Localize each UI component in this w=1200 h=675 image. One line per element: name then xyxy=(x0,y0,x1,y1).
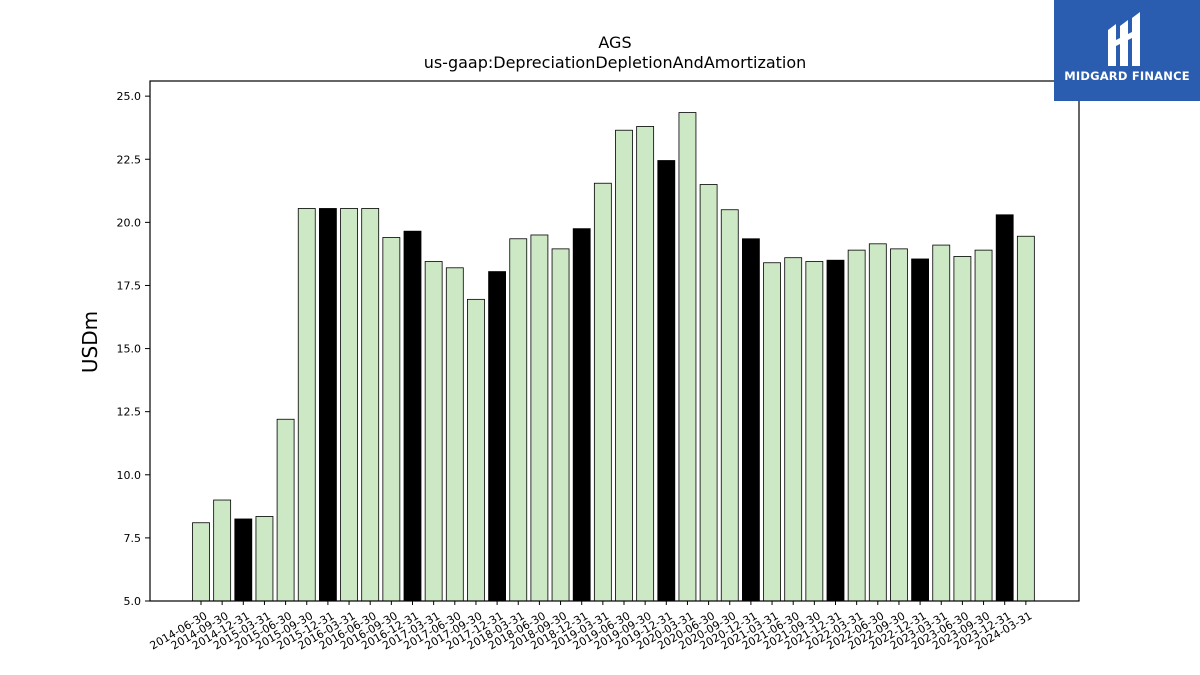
y-tick-label: 22.5 xyxy=(117,153,142,166)
bar-2023-12-31 xyxy=(995,214,1014,602)
bar-2016-12-31 xyxy=(403,230,422,602)
bar-2021-06-30 xyxy=(784,257,803,602)
bar-2022-09-30 xyxy=(890,248,908,602)
bar-2016-03-31 xyxy=(340,208,358,602)
bar-2014-09-30 xyxy=(213,499,232,602)
bar-2018-09-30 xyxy=(551,248,570,602)
bar-2014-12-31 xyxy=(234,518,253,602)
bar-2015-03-31 xyxy=(255,516,274,602)
bar-2018-06-30 xyxy=(530,234,549,602)
brand-name: MIDGARD FINANCE xyxy=(1064,69,1190,83)
bar-2016-09-30 xyxy=(382,237,401,602)
x-axis-ticks: 2014-06-302014-09-302014-12-312015-03-31… xyxy=(148,601,1034,652)
bar-2015-09-30 xyxy=(297,208,316,602)
y-tick-label: 15.0 xyxy=(117,343,142,356)
bar-2023-03-31 xyxy=(932,244,951,602)
bar-2019-09-30 xyxy=(636,126,655,602)
bar-2014-06-30 xyxy=(192,522,210,602)
y-tick-label: 17.5 xyxy=(117,279,142,292)
bar-2020-03-31 xyxy=(678,112,697,602)
bar-2019-06-30 xyxy=(615,129,633,602)
bar-2021-09-30 xyxy=(805,261,824,602)
y-axis-label: USDm xyxy=(78,311,102,373)
bar-2015-06-30 xyxy=(276,418,295,602)
plot-frame xyxy=(149,80,1080,602)
bar-2020-09-30 xyxy=(720,209,739,602)
bar-2020-12-31 xyxy=(742,238,760,602)
bar-2021-12-31 xyxy=(826,259,845,602)
bar-2017-09-30 xyxy=(467,298,485,602)
bar-2021-03-31 xyxy=(763,262,781,602)
bar-2019-03-31 xyxy=(593,182,612,602)
bar-2024-03-31 xyxy=(1016,235,1035,602)
chart-title: AGS xyxy=(598,33,631,52)
bars-group xyxy=(192,112,1035,602)
y-axis-ticks: 5.0 7.5 10.0 12.5 15.0 17.5 20.0 22.5 25.0 xyxy=(117,90,150,608)
bar-2018-03-31 xyxy=(509,238,528,602)
bar-2017-12-31 xyxy=(488,271,507,602)
bar-2022-06-30 xyxy=(868,243,887,602)
bar-2017-06-30 xyxy=(445,267,464,602)
bar-2016-06-30 xyxy=(361,208,380,602)
bar-2020-06-30 xyxy=(699,184,718,602)
y-tick-label: 20.0 xyxy=(117,216,142,229)
brand-logo: MIDGARD FINANCE xyxy=(1054,0,1200,101)
chart-subtitle: us-gaap:DepreciationDepletionAndAmortiza… xyxy=(424,53,807,72)
bar-2022-03-31 xyxy=(847,249,866,602)
bar-2023-06-30 xyxy=(953,256,972,602)
y-tick-label: 25.0 xyxy=(117,90,142,103)
midgard-logo-icon xyxy=(1108,12,1140,66)
bar-2015-12-31 xyxy=(318,208,337,602)
y-tick-label: 12.5 xyxy=(117,406,142,419)
bar-2023-09-30 xyxy=(974,249,993,602)
y-tick-label: 5.0 xyxy=(124,595,142,608)
bar-2017-03-31 xyxy=(424,261,443,602)
bar-2019-12-31 xyxy=(657,160,676,602)
y-tick-label: 10.0 xyxy=(117,469,142,482)
y-tick-label: 7.5 xyxy=(124,532,142,545)
bar-2018-12-31 xyxy=(572,228,591,602)
bar-2022-12-31 xyxy=(911,258,929,602)
